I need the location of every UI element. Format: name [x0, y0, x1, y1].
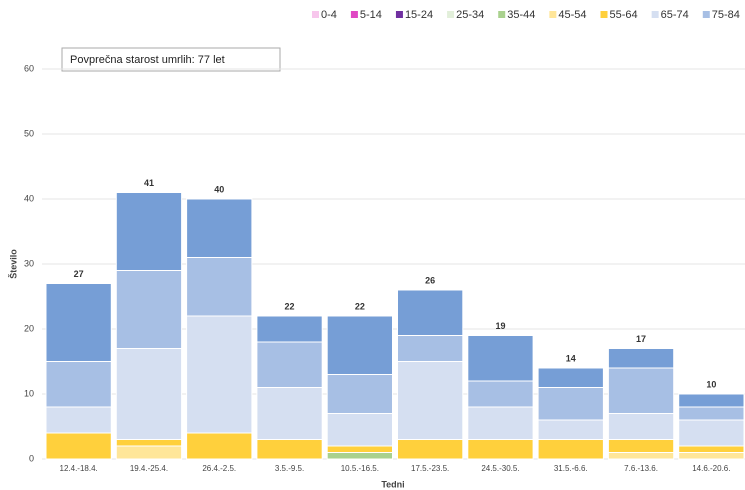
bar-segment [397, 335, 464, 362]
legend-label: 55-64 [610, 9, 638, 21]
x-tick-label: 7.6.-13.6. [624, 464, 658, 473]
bar-segment [115, 439, 183, 447]
bar-segment [537, 367, 604, 388]
bar-segment [467, 380, 534, 408]
bar-segment [326, 315, 394, 375]
x-tick-label: 26.4.-2.5. [202, 464, 236, 473]
legend-swatch [350, 11, 358, 18]
bar-segment [186, 315, 253, 434]
bar-segment [256, 387, 323, 440]
total-label: 41 [144, 178, 154, 188]
bar-segment [607, 413, 675, 440]
annotation-box [61, 47, 281, 72]
legend-label: 0-4 [321, 9, 337, 21]
bar-segment [537, 387, 604, 421]
total-label: 17 [636, 334, 646, 344]
x-tick-label: 10.5.-16.5. [341, 464, 379, 473]
total-label: 22 [355, 301, 365, 311]
bar-segment [607, 348, 675, 369]
legend-swatch [395, 11, 403, 18]
bar-segment [256, 315, 323, 343]
x-tick-label: 19.4.-25.4. [130, 464, 168, 473]
legend-label: 65-74 [661, 9, 689, 21]
y-tick-label: 50 [24, 128, 34, 138]
y-tick-label: 40 [24, 193, 34, 203]
bar-segment [397, 289, 464, 336]
total-label: 26 [425, 275, 435, 285]
legend-swatch [702, 11, 710, 18]
y-tick-label: 0 [29, 453, 34, 463]
bar-segment [607, 452, 675, 460]
bar-segment [397, 439, 464, 460]
bar-segment [678, 406, 745, 421]
y-tick-label: 60 [24, 63, 34, 73]
bar-segment [537, 419, 604, 440]
bar-segment [678, 419, 745, 447]
total-label: 22 [285, 301, 295, 311]
legend-label: 25-34 [456, 9, 484, 21]
bar-segment [397, 361, 464, 440]
bar-segment [537, 439, 604, 460]
legend-label: 15-24 [405, 9, 433, 21]
total-label: 10 [706, 379, 716, 389]
bar-segment [45, 406, 112, 434]
x-tick-label: 24.5.-30.5. [481, 464, 519, 473]
bar-segment [607, 367, 675, 414]
total-label: 40 [214, 184, 224, 194]
legend-label: 35-44 [507, 9, 535, 21]
bar-segment [45, 432, 112, 460]
y-tick-label: 10 [24, 388, 34, 398]
annotation: Povprečna starost umrlih: 77 let [70, 54, 225, 66]
legend-swatch [312, 11, 319, 18]
bar-segment [326, 452, 394, 460]
bar-segment [256, 439, 323, 460]
bar-segment [45, 283, 112, 362]
x-tick-label: 17.5.-23.5. [411, 464, 449, 473]
legend-label: 75-84 [712, 9, 740, 21]
bar-segment [467, 439, 534, 460]
bar-segment [115, 348, 183, 440]
legend-swatch [549, 11, 557, 18]
legend-swatch [498, 11, 506, 18]
bar-segment [115, 445, 183, 460]
bar-segment [256, 341, 323, 388]
bar-segment [467, 406, 534, 440]
legend-swatch [600, 11, 608, 18]
bar-segment [186, 198, 253, 258]
bar-segment [326, 374, 394, 414]
x-tick-label: 31.5.-6.6. [554, 464, 588, 473]
bar-segment [115, 192, 183, 271]
total-label: 27 [74, 269, 84, 279]
total-label: 19 [495, 321, 505, 331]
y-axis-label: Število [7, 249, 18, 279]
y-tick-label: 20 [24, 323, 34, 333]
bar-segment [678, 393, 745, 408]
total-label: 14 [566, 353, 576, 363]
legend-swatch [447, 11, 455, 18]
bar-segment [45, 361, 112, 408]
legend-label: 45-54 [558, 9, 586, 21]
bar-segment [607, 439, 675, 453]
bar-segment [326, 413, 394, 447]
bar-segment [678, 452, 745, 460]
legend-label: 5-14 [360, 9, 382, 21]
bar-segment [678, 445, 745, 453]
bar-segment [115, 270, 183, 349]
y-tick-label: 30 [24, 258, 34, 268]
bar-segment [186, 432, 253, 460]
x-axis-label: Tedni [381, 479, 404, 489]
bar-segment [186, 257, 253, 317]
x-tick-label: 12.4.-18.4. [60, 464, 98, 473]
x-tick-label: 3.5.-9.5. [275, 464, 304, 473]
legend-swatch [651, 11, 659, 18]
x-tick-label: 14.6.-20.6. [692, 464, 730, 473]
bar-segment [467, 335, 534, 382]
bar-segment [326, 445, 394, 453]
